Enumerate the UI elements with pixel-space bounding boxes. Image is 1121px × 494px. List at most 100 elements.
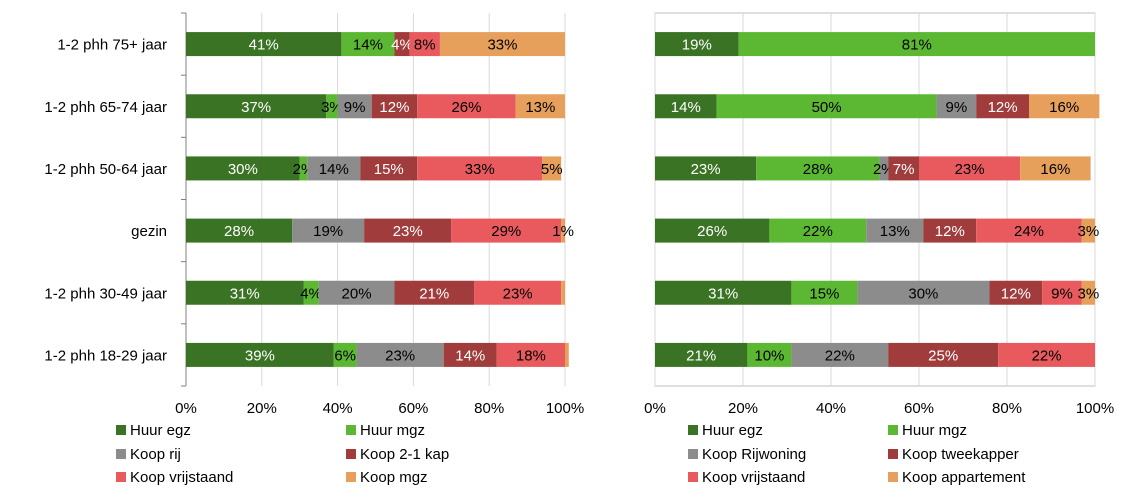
legend-label: Huur egz [702, 422, 763, 439]
data-label: 21% [686, 347, 716, 364]
data-label: 33% [487, 37, 517, 54]
data-label: 12% [1001, 285, 1031, 302]
data-label: 9% [946, 99, 968, 116]
data-label: 31% [230, 285, 260, 302]
x-tick-label: 60% [398, 400, 428, 417]
data-label: 12% [935, 223, 965, 240]
right-stacked-bar-chart: 19% 81%14% 50% 9% 12% 16%23% 28% 2%7% 23% 16%26% 2… [644, 13, 1114, 486]
data-label: 6% [334, 347, 356, 364]
legend-label: Huur egz [130, 422, 191, 439]
legend-swatch [116, 472, 126, 482]
bar-segment-koop-mgz [561, 281, 565, 305]
legend-swatch [346, 449, 356, 459]
data-label: 10% [754, 347, 784, 364]
data-label: 15% [809, 285, 839, 302]
data-label: 26% [697, 223, 727, 240]
data-label: 26% [451, 99, 481, 116]
data-label: 19% [682, 37, 712, 54]
legend-swatch [688, 472, 698, 482]
category-label: gezin [131, 223, 167, 240]
category-label: 1-2 phh 65-74 jaar [44, 99, 167, 116]
data-label: 14% [353, 37, 383, 54]
data-label: 25% [928, 347, 958, 364]
legend-swatch [688, 425, 698, 435]
legend-swatch [688, 449, 698, 459]
legend-label: Koop Rijwoning [702, 446, 806, 463]
data-label: 16% [1049, 99, 1079, 116]
data-label: 33% [465, 161, 495, 178]
data-label: 37% [241, 99, 271, 116]
category-label: 1-2 phh 30-49 jaar [44, 285, 167, 302]
data-label: 30% [908, 285, 938, 302]
data-label: 3% [1078, 223, 1100, 240]
legend-label: Huur mgz [360, 422, 425, 439]
legend-label: Koop mgz [360, 469, 428, 486]
data-label: 15% [374, 161, 404, 178]
category-label: 1-2 phh 75+ jaar [57, 37, 167, 54]
data-label: 14% [319, 161, 349, 178]
data-label: 9% [344, 99, 366, 116]
data-label: 14% [455, 347, 485, 364]
x-tick-label: 60% [904, 400, 934, 417]
data-label: 24% [1014, 223, 1044, 240]
data-label: 3% [1078, 285, 1100, 302]
data-label: 13% [525, 99, 555, 116]
legend-swatch [888, 425, 898, 435]
legend-label: Huur mgz [902, 422, 967, 439]
data-label: 22% [1032, 347, 1062, 364]
data-label: 28% [224, 223, 254, 240]
x-tick-label: 100% [1076, 400, 1114, 417]
data-label: 12% [379, 99, 409, 116]
data-label: 50% [812, 99, 842, 116]
data-label: 21% [419, 285, 449, 302]
data-label: 5% [541, 161, 563, 178]
data-label: 14% [671, 99, 701, 116]
x-tick-label: 80% [474, 400, 504, 417]
legend-label: Koop vrijstaand [702, 469, 805, 486]
data-label: 8% [414, 37, 436, 54]
category-label: 1-2 phh 18-29 jaar [44, 347, 167, 364]
legend-swatch [888, 472, 898, 482]
data-label: 13% [880, 223, 910, 240]
data-label: 23% [385, 347, 415, 364]
data-label: 23% [393, 223, 423, 240]
data-label: 41% [249, 37, 279, 54]
x-tick-label: 40% [816, 400, 846, 417]
data-label: 18% [516, 347, 546, 364]
data-label: 23% [955, 161, 985, 178]
data-label: 31% [708, 285, 738, 302]
data-label: 23% [503, 285, 533, 302]
x-tick-label: 80% [992, 400, 1022, 417]
data-label: 1% [552, 223, 574, 240]
data-label: 22% [825, 347, 855, 364]
legend-swatch [116, 449, 126, 459]
plot-frame [655, 13, 1095, 386]
legend-label: Koop 2-1 kap [360, 446, 449, 463]
data-label: 12% [988, 99, 1018, 116]
legend-swatch [888, 449, 898, 459]
legend-swatch [346, 472, 356, 482]
data-label: 39% [245, 347, 275, 364]
x-tick-label: 0% [644, 400, 666, 417]
x-tick-label: 20% [728, 400, 758, 417]
x-tick-label: 20% [247, 400, 277, 417]
legend-swatch [346, 425, 356, 435]
x-tick-label: 0% [175, 400, 197, 417]
legend-label: Koop vrijstaand [130, 469, 233, 486]
legend-label: Koop appartement [902, 469, 1026, 486]
data-label: 30% [228, 161, 258, 178]
legend-swatch [116, 425, 126, 435]
data-label: 20% [342, 285, 372, 302]
data-label: 7% [893, 161, 915, 178]
data-label: 28% [803, 161, 833, 178]
data-label: 23% [691, 161, 721, 178]
data-label: 29% [491, 223, 521, 240]
x-tick-label: 40% [323, 400, 353, 417]
bar-segment-koop-mgz [565, 343, 569, 367]
legend-label: Koop tweekapper [902, 446, 1019, 463]
data-label: 81% [902, 37, 932, 54]
data-label: 22% [803, 223, 833, 240]
category-label: 1-2 phh 50-64 jaar [44, 161, 167, 178]
